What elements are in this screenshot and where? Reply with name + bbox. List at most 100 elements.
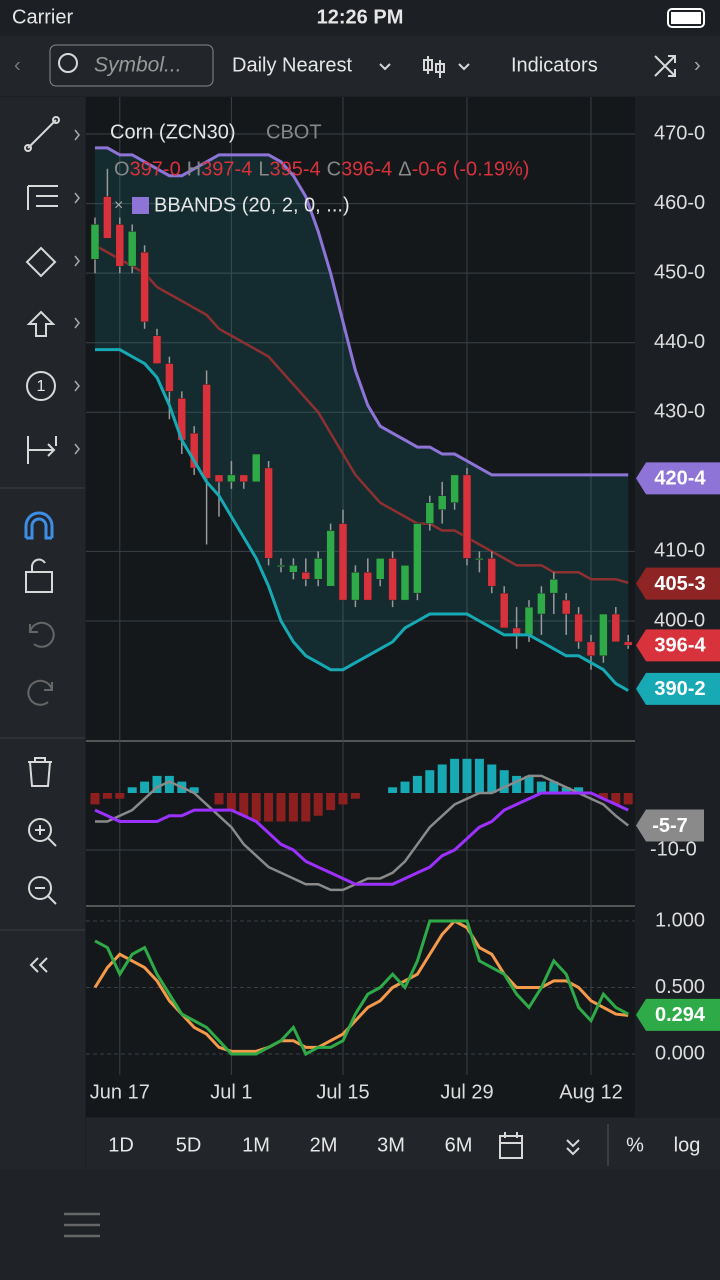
delete-tool[interactable] [28,757,52,787]
ohlc-value: 396-4 [341,158,392,180]
macd-histogram-bar [499,770,509,793]
candle-body [239,474,249,483]
undo[interactable] [29,621,55,648]
date-label: Jul 1 [210,1081,252,1103]
macd-histogram-bar [536,781,546,793]
indicator-legend: BBANDS (20, 2, 0, ...) [154,194,350,216]
candle-body [140,252,149,323]
zoom-in[interactable] [28,818,57,847]
macd-histogram-bar [127,787,137,793]
label-tool-digit: 1 [37,378,46,395]
macd-histogram-bar [400,781,410,793]
range-button[interactable]: 1D [108,1134,134,1156]
candle-body [437,495,447,510]
price-badge [636,672,720,705]
symbol-placeholder: Symbol... [94,54,182,77]
macd-histogram-bar [388,787,398,793]
macd-tick-label: -10-0 [650,838,697,860]
calendar[interactable] [499,1132,523,1159]
redo[interactable] [27,679,53,706]
macd-histogram-bar [437,764,447,793]
candle-body [549,579,559,594]
candle-body [611,613,621,643]
scale-button[interactable]: log [674,1134,701,1156]
forward-arrow[interactable]: › [694,54,701,76]
candle-body [351,572,360,601]
candle-body [103,196,112,239]
stoch-k [94,919,629,1057]
magnet-tool[interactable] [24,511,54,540]
ohlc-value: 397-0 [130,158,181,180]
candle-body [165,363,174,392]
price-badge [636,462,720,495]
candle-body [214,474,224,483]
bb-upper [95,146,629,477]
macd-histogram-bar [90,793,100,805]
macd-histogram-bar [338,793,348,805]
macd-histogram-bar [264,793,274,822]
candle-body [338,523,348,601]
macd-histogram-bar [623,793,633,805]
candle-body [227,474,236,483]
candle-body [561,599,571,615]
range-button[interactable]: 1M [242,1134,270,1156]
menu[interactable] [64,1212,100,1238]
battery [667,8,705,28]
remove-indicator[interactable]: × [114,197,123,214]
date-label: Jun 17 [90,1081,150,1103]
stoch-tick-label: 0.000 [655,1042,705,1064]
ohlc-key: L [258,158,269,180]
lock-tool[interactable] [25,558,53,593]
candle-body [475,558,484,561]
interval-selector[interactable]: Daily Nearest [232,54,352,76]
macd-histogram-bar [102,793,112,799]
label-tool[interactable] [26,371,56,401]
price-badge-label: 420-4 [654,468,706,490]
macd-histogram-bar [474,758,484,793]
range-button[interactable]: 3M [377,1134,405,1156]
shape-tool[interactable] [25,246,57,278]
band-fill [95,147,629,691]
more-ranges[interactable] [566,1139,580,1156]
bottom-bar [0,1171,720,1280]
candle-body [115,224,125,267]
candle-body [326,530,335,587]
ohlc-key: O [114,158,130,180]
arrow-tool[interactable] [26,310,56,337]
zoom-out[interactable] [28,876,57,905]
trendline-tool[interactable] [24,116,61,152]
macd-histogram-bar [512,775,522,793]
fib-tool[interactable] [27,185,58,210]
macd-histogram-bar [450,758,460,793]
candle-body [425,502,435,524]
chart-type-icon[interactable] [423,56,445,78]
macd-histogram-bar [350,793,360,799]
symbol-search[interactable] [49,44,214,87]
price-tick-label: 400-0 [654,609,705,631]
indicators-button[interactable]: Indicators [511,54,598,76]
price-badge [636,629,720,662]
range-button[interactable]: 6M [445,1134,473,1156]
collapse-toolbar[interactable] [29,957,48,973]
range-button[interactable]: 5D [176,1134,202,1156]
range-button[interactable]: 2M [310,1134,338,1156]
candle-body [537,592,546,615]
price-badge [636,567,720,600]
date-label: Aug 12 [559,1081,622,1103]
stoch-tick-label: 1.000 [655,909,705,931]
macd-histogram-bar [140,781,150,793]
macd-histogram-bar [598,793,608,799]
candle-body [363,572,373,601]
price-axis [635,97,720,1117]
candle-body [524,606,534,636]
macd-histogram-bar [313,793,323,816]
macd-line [95,774,629,892]
ohlc-key: H [187,158,201,180]
price-tick-label: 440-0 [654,331,705,353]
scale-button[interactable]: % [626,1134,644,1156]
measure-tool[interactable] [27,436,57,464]
date-label: Jul 15 [316,1081,369,1103]
back-arrow[interactable]: ‹ [14,54,21,76]
macd-histogram-bar [189,787,199,793]
compare-icon[interactable] [654,55,676,77]
